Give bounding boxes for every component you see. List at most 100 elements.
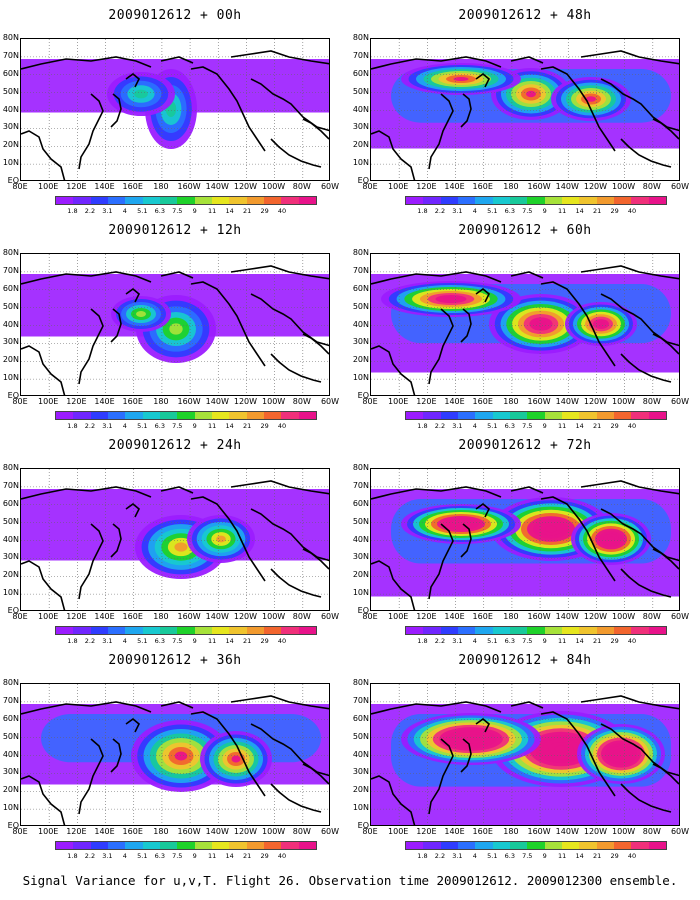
longitude-label: 80E bbox=[362, 182, 378, 191]
coastline bbox=[371, 560, 416, 610]
colorbar-label: 5.1 bbox=[137, 852, 148, 860]
panel-title: 2009012612 + 36h bbox=[108, 653, 242, 668]
longitude-label: 120E bbox=[416, 182, 437, 191]
colorbar-label: 4 bbox=[472, 637, 477, 645]
latitude-label: 10N bbox=[352, 158, 369, 168]
colorbar-label: 14 bbox=[575, 852, 584, 860]
colorbar-label: 6.3 bbox=[154, 422, 165, 430]
latitude-label: 60N bbox=[352, 498, 369, 508]
colorbar-swatch bbox=[159, 842, 178, 849]
colorbar-swatch bbox=[406, 412, 424, 419]
longitude-label: 120E bbox=[66, 827, 87, 836]
colorbar-label: 2.2 bbox=[434, 422, 446, 430]
colorbar-swatch bbox=[509, 627, 528, 634]
colorbar-swatch bbox=[263, 197, 282, 204]
colorbar-swatch bbox=[579, 627, 597, 634]
longitude-label: 160W bbox=[177, 182, 201, 191]
colorbar-swatch bbox=[229, 197, 247, 204]
panel-title: 2009012612 + 24h bbox=[108, 438, 242, 453]
panel-title: 2009012612 + 48h bbox=[458, 8, 592, 23]
coastline bbox=[580, 265, 679, 280]
latitude-label: 40N bbox=[352, 534, 369, 544]
colorbar-swatch bbox=[194, 842, 212, 849]
coastline bbox=[110, 93, 122, 128]
colorbar-label: 3.1 bbox=[102, 852, 113, 860]
longitude-axis: 80E 100E 120E 140E 160E 180 160W 140W 120W 100W 80… bbox=[0, 397, 350, 407]
colorbar-swatch bbox=[56, 412, 74, 419]
colorbar-label: 9 bbox=[542, 637, 547, 645]
longitude-label: 100E bbox=[388, 827, 409, 836]
map-plot bbox=[20, 683, 330, 826]
latitude-label: 70N bbox=[352, 265, 369, 275]
latitude-label: 50N bbox=[2, 516, 19, 526]
latitude-label: 60N bbox=[2, 68, 19, 78]
map-plot bbox=[20, 38, 330, 181]
latitude-label: 30N bbox=[2, 552, 19, 562]
coastline bbox=[580, 50, 679, 65]
coastline bbox=[230, 50, 329, 65]
latitude-label: 30N bbox=[352, 767, 369, 777]
longitude-axis: 80E 100E 120E 140E 160E 180 160W 140W 120W 100W 80… bbox=[0, 612, 350, 622]
longitude-label: 120W bbox=[583, 397, 608, 406]
longitude-label: 120W bbox=[583, 827, 608, 836]
latitude-label: 50N bbox=[352, 86, 369, 96]
colorbar-label: 4 bbox=[122, 422, 127, 430]
variance-contour bbox=[554, 745, 568, 753]
coastline bbox=[190, 496, 266, 582]
latitude-label: 10N bbox=[352, 373, 369, 383]
coastline bbox=[21, 130, 66, 180]
colorbar-label: 6.3 bbox=[504, 852, 515, 860]
longitude-label: 80W bbox=[292, 827, 311, 836]
colorbar-label: 3.1 bbox=[102, 422, 113, 430]
map-plot bbox=[370, 683, 680, 826]
colorbar-label: 5.1 bbox=[487, 422, 498, 430]
colorbar bbox=[405, 841, 667, 850]
coastline bbox=[21, 271, 152, 285]
variance-contour bbox=[607, 536, 615, 542]
colorbar-swatch bbox=[440, 197, 458, 204]
colorbar-swatch bbox=[263, 412, 282, 419]
colorbar-swatch bbox=[544, 412, 562, 419]
longitude-label: 100W bbox=[612, 612, 636, 621]
colorbar-swatch bbox=[561, 412, 580, 419]
colorbar-swatch bbox=[492, 412, 510, 419]
colorbar-swatch bbox=[492, 197, 510, 204]
coastline bbox=[620, 783, 672, 813]
coastline bbox=[620, 138, 672, 168]
longitude-label: 160E bbox=[122, 397, 143, 406]
colorbar-swatch bbox=[125, 842, 143, 849]
colorbar-label: 5.1 bbox=[487, 852, 498, 860]
colorbar bbox=[55, 841, 317, 850]
colorbar-swatch bbox=[107, 627, 126, 634]
colorbar-label: 29 bbox=[610, 637, 619, 645]
colorbar-swatch bbox=[631, 627, 649, 634]
colorbar-label: 2.2 bbox=[434, 637, 446, 645]
colorbar-label: 1.8 bbox=[417, 422, 428, 430]
longitude-label: 80W bbox=[292, 612, 311, 621]
colorbar-swatch bbox=[107, 412, 126, 419]
forecast-panel: 2009012612 + 48h 80N 70N 60N 50N 40N 30N 20N 10N… bbox=[350, 0, 700, 222]
variance-field bbox=[21, 684, 329, 825]
longitude-label: 60W bbox=[670, 397, 690, 406]
colorbar-label: 2.2 bbox=[84, 207, 96, 215]
coastline bbox=[125, 717, 140, 733]
coastline bbox=[510, 701, 544, 709]
colorbar-swatch bbox=[544, 197, 562, 204]
colorbar-swatch bbox=[125, 627, 143, 634]
coastline bbox=[510, 271, 544, 279]
colorbar-swatch bbox=[298, 412, 316, 419]
colorbar-label: 9 bbox=[192, 637, 197, 645]
longitude-label: 80E bbox=[362, 827, 378, 836]
variance-contour bbox=[216, 535, 226, 543]
variance-field bbox=[21, 469, 329, 610]
longitude-label: 160E bbox=[122, 182, 143, 191]
colorbar-label: 21 bbox=[242, 637, 252, 645]
longitude-label: 80E bbox=[362, 612, 378, 621]
colorbar-label: 1.8 bbox=[67, 207, 78, 215]
longitude-label: 160W bbox=[177, 827, 201, 836]
colorbar-swatch bbox=[457, 412, 476, 419]
colorbar-swatch bbox=[457, 197, 476, 204]
colorbar-label: 21 bbox=[592, 637, 602, 645]
figure-caption: Signal Variance for u,v,T. Flight 26. Ob… bbox=[22, 873, 678, 888]
coastline bbox=[21, 486, 152, 500]
